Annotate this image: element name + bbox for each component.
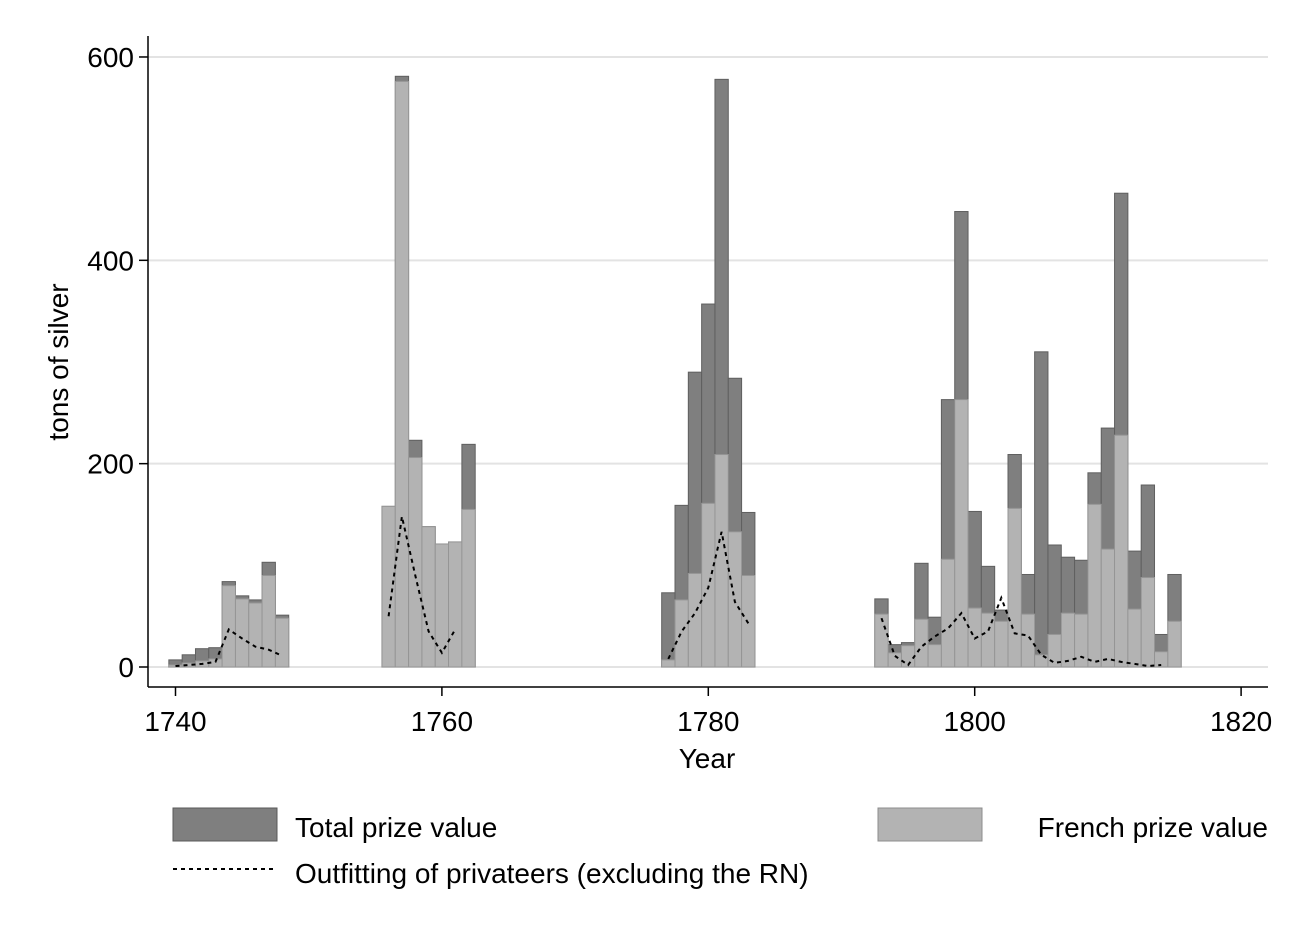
french-prize-bar <box>687 572 703 668</box>
total-prize-bars <box>168 75 1182 668</box>
outfitting-line <box>667 531 750 660</box>
outfitting-line-layer <box>175 516 1162 668</box>
y-tick-label: 600 <box>87 42 134 73</box>
french-prize-bar <box>448 541 463 668</box>
french-prize-bar <box>1127 608 1142 668</box>
french-prize-bar <box>874 613 889 668</box>
french-prize-bar <box>887 652 902 668</box>
legend-label-outfitting: Outfitting of privateers (excluding the … <box>295 858 809 889</box>
x-tick-label: 1740 <box>144 706 206 737</box>
x-axis-title: Year <box>679 743 736 774</box>
outfitting-line <box>880 595 1162 668</box>
ticks-layer: 0 200 400 600 1740 1760 1780 1800 1820 <box>87 42 1272 737</box>
legend-label-french: French prize value <box>1038 812 1268 843</box>
french-prize-bar <box>408 457 423 668</box>
legend-swatch-total <box>172 807 278 842</box>
french-prize-bar <box>927 644 942 668</box>
legend: Total prize value French prize value Out… <box>172 807 1268 889</box>
french-prize-bar <box>1140 577 1156 668</box>
legend-label-total: Total prize value <box>295 812 497 843</box>
french-prize-bar <box>940 558 956 668</box>
french-prize-bar <box>741 574 756 668</box>
total-prize-bar <box>661 592 676 668</box>
y-tick-label: 0 <box>118 652 134 683</box>
french-prize-bar <box>954 399 969 668</box>
french-prize-bar <box>261 574 276 668</box>
outfitting-line <box>175 627 283 667</box>
french-prize-bar <box>421 526 436 668</box>
french-prize-bar <box>674 599 689 668</box>
y-tick-label: 200 <box>87 449 134 480</box>
french-prize-bar <box>1114 434 1129 668</box>
french-prize-bar <box>248 602 263 668</box>
french-prize-bar <box>661 659 676 668</box>
outfitting-line <box>387 516 457 655</box>
french-prize-bar <box>434 543 450 668</box>
french-prize-bar <box>1167 620 1182 668</box>
french-prize-bar <box>1154 651 1169 668</box>
x-tick-label: 1780 <box>677 706 739 737</box>
french-prize-bar <box>234 598 250 668</box>
french-prize-bar <box>914 618 929 668</box>
y-axis-title: tons of silver <box>43 283 74 440</box>
french-prize-bar <box>1007 507 1022 668</box>
x-tick-label: 1800 <box>944 706 1006 737</box>
french-prize-bar <box>394 80 410 668</box>
french-prize-bar <box>381 505 396 668</box>
french-prize-bar <box>1020 613 1036 668</box>
french-prize-bar <box>1100 548 1116 668</box>
x-tick-label: 1760 <box>411 706 473 737</box>
total-prize-bar <box>1034 351 1049 668</box>
french-prize-bar <box>701 502 716 668</box>
french-prize-bar <box>994 620 1009 668</box>
french-prize-bar <box>274 617 290 668</box>
french-prize-bar <box>221 585 236 668</box>
french-prize-bar <box>461 508 476 668</box>
french-prize-bar <box>1087 503 1102 668</box>
legend-swatch-french <box>877 807 983 842</box>
x-tick-label: 1820 <box>1210 706 1272 737</box>
french-prize-bars <box>168 80 1182 668</box>
y-tick-label: 400 <box>87 245 134 276</box>
